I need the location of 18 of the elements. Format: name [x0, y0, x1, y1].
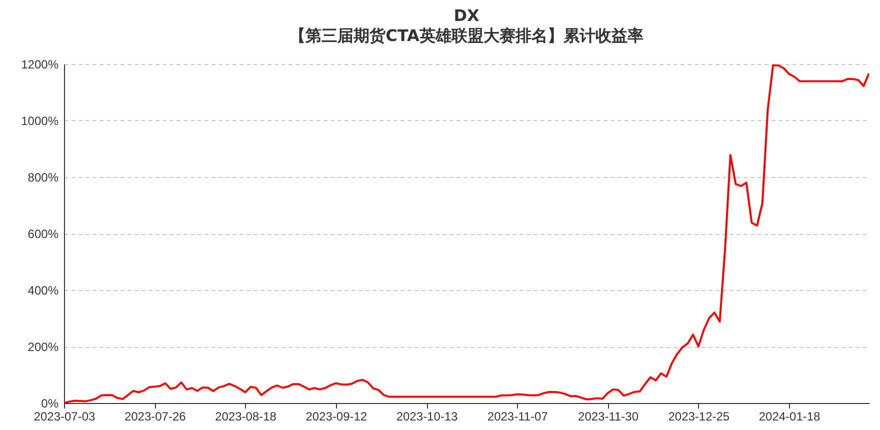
x-tick-label: 2023-09-12 — [306, 410, 368, 424]
x-tick-label: 2023-07-26 — [124, 410, 186, 424]
chart-subtitle: 【第三届期货CTA英雄联盟大赛排名】累计收益率 — [290, 26, 644, 45]
y-tick-label: 600% — [28, 227, 59, 241]
x-tick-label: 2023-07-03 — [34, 410, 96, 424]
y-tick-label: 0% — [41, 396, 59, 410]
y-tick-label: 1000% — [21, 114, 59, 128]
chart-title: DX — [454, 6, 480, 25]
x-tick-label: 2023-11-07 — [487, 410, 548, 424]
x-tick-label: 2023-10-13 — [396, 410, 458, 424]
x-tick-label: 2023-08-18 — [215, 410, 277, 424]
x-tick-label: 2024-01-18 — [758, 410, 821, 424]
x-tick-label: 2023-12-25 — [668, 410, 730, 424]
y-tick-label: 400% — [28, 284, 59, 298]
y-tick-label: 800% — [28, 170, 59, 184]
y-tick-label: 1200% — [21, 58, 59, 72]
x-tick-label: 2023-11-30 — [578, 410, 639, 424]
y-tick-label: 200% — [28, 340, 59, 354]
